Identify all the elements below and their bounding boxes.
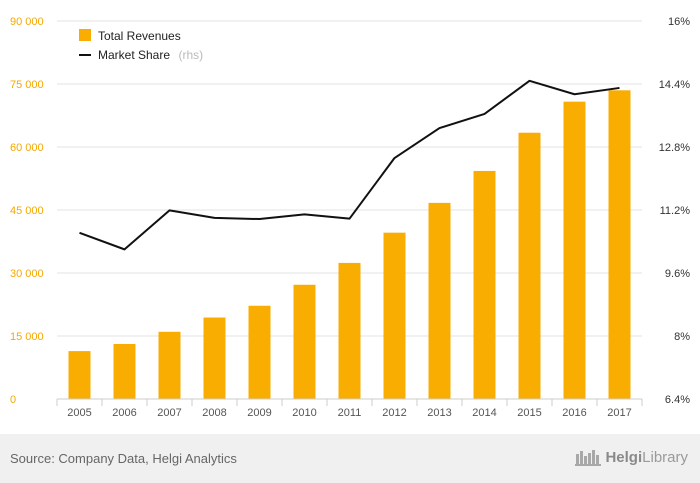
x-tick-label: 2005	[67, 407, 91, 419]
bar-2005	[68, 351, 91, 399]
bar-2012	[383, 232, 406, 399]
bookshelf-icon	[575, 450, 602, 466]
legend-market-share-suffix: (rhs)	[178, 48, 203, 62]
legend-label-total-revenues: Total Revenues	[98, 29, 181, 43]
x-tick-label: 2017	[607, 407, 631, 419]
bar-2009	[248, 305, 271, 399]
legend-market-share-name: Market Share	[98, 48, 170, 62]
market-share-line	[79, 79, 620, 251]
x-tick-label: 2009	[247, 407, 271, 419]
bar-2016	[563, 101, 586, 399]
y-left-tick-label: 60 000	[10, 142, 44, 154]
y-axis-left: 0 15 000 30 000 45 000 60 000 75 000 90 000	[10, 16, 44, 406]
y-right-tick-label: 12.8%	[659, 142, 690, 154]
bar-2008	[203, 317, 226, 399]
x-tick-label: 2006	[112, 407, 136, 419]
x-tick-label: 2013	[427, 407, 451, 419]
footer-bar: Source: Company Data, Helgi Analytics He…	[0, 434, 700, 483]
revenue-bars	[68, 90, 631, 400]
bar-2017	[608, 90, 631, 400]
bar-2006	[113, 343, 136, 399]
revenues-market-share-chart: 2005 2006 2007 2008 2009 2010 2011 2012 2013 2014…	[10, 16, 690, 419]
y-right-tick-label: 6.4%	[665, 394, 690, 406]
y-right-tick-label: 8%	[674, 331, 690, 343]
x-tick-label: 2015	[517, 407, 541, 419]
y-right-tick-label: 14.4%	[659, 79, 690, 91]
bar-2015	[518, 132, 541, 399]
x-tick-label: 2011	[338, 407, 362, 419]
x-tick-label: 2008	[202, 407, 226, 419]
y-left-tick-label: 0	[10, 394, 16, 406]
x-tick-label: 2012	[382, 407, 406, 419]
source-text: Source: Company Data, Helgi Analytics	[10, 451, 237, 466]
y-right-tick-label: 11.2%	[660, 205, 691, 217]
x-axis: 2005 2006 2007 2008 2009 2010 2011 2012 2013 2014…	[56, 398, 643, 419]
helgi-library-logo[interactable]: HelgiLibrary	[575, 448, 688, 466]
bar-2007	[158, 331, 181, 399]
y-left-tick-label: 75 000	[10, 79, 44, 91]
y-left-tick-label: 30 000	[10, 268, 44, 280]
x-tick-label: 2016	[562, 407, 586, 419]
legend: Total Revenues Market Share (rhs)	[79, 29, 203, 63]
y-axis-right: 6.4% 8% 9.6% 11.2% 12.8% 14.4% 16%	[659, 16, 690, 406]
legend-swatch-total-revenues	[79, 29, 91, 41]
y-left-tick-label: 15 000	[10, 331, 44, 343]
y-left-tick-label: 90 000	[10, 16, 44, 28]
legend-label-market-share: Market Share (rhs)	[98, 46, 203, 63]
bar-2010	[293, 284, 316, 399]
y-right-tick-label: 16%	[668, 16, 690, 28]
brand-prefix: Helgi	[605, 448, 643, 466]
bar-2013	[428, 202, 451, 399]
x-tick-label: 2014	[472, 407, 496, 419]
brand-suffix: Library	[642, 448, 688, 466]
x-tick-label: 2010	[292, 407, 316, 419]
y-right-tick-label: 9.6%	[665, 268, 690, 280]
bar-2011	[338, 262, 361, 399]
gridlines	[57, 20, 642, 337]
x-tick-label: 2007	[157, 407, 181, 419]
y-left-tick-label: 45 000	[10, 205, 44, 217]
bar-2014	[473, 170, 496, 399]
